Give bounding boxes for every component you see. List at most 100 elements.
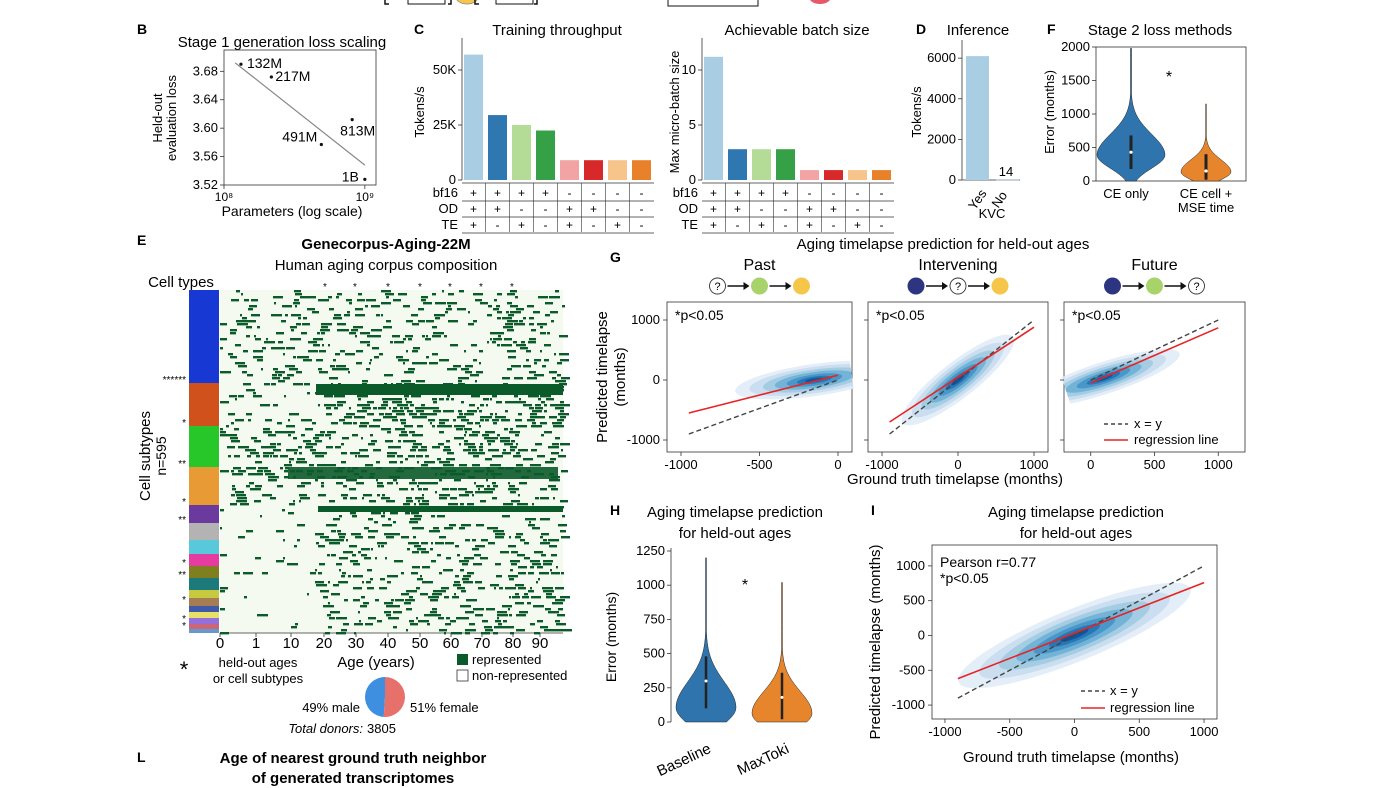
e-heat-cell (480, 416, 486, 419)
e-heat-cell (386, 614, 391, 617)
e-heat-cell (331, 530, 336, 533)
e-heat-cell (527, 305, 534, 308)
e-heat-cell (551, 488, 558, 491)
e-heat-cell (232, 473, 243, 476)
e-heat-cell (234, 455, 240, 458)
e-heat-cell (328, 296, 332, 299)
e-heat-cell (337, 404, 343, 407)
g-intervening-regression-line (889, 326, 1035, 423)
e-heat-cell (288, 512, 294, 515)
e-heat-cell (348, 371, 350, 374)
e-heat-cell (461, 368, 469, 371)
e-heat-cell (488, 443, 491, 446)
e-heat-cell (298, 446, 302, 449)
e-heat-cell (363, 494, 372, 497)
e-heat-cell (549, 371, 557, 374)
e-heat-cell (418, 308, 424, 311)
e-heat-cell (474, 554, 481, 557)
e-heat-cell (333, 584, 339, 587)
e-heat-cell (303, 359, 312, 362)
e-heat-cell (404, 602, 411, 605)
e-heat-cell (482, 434, 489, 437)
c2-bars-bar-6 (824, 170, 843, 180)
e-heat-cell (377, 482, 383, 485)
e-heat-cell (557, 374, 561, 377)
e-heat-cell (265, 419, 272, 422)
e-heat-cell (485, 431, 495, 434)
e-heat-cell (559, 335, 568, 338)
e-heat-cell (467, 410, 477, 413)
c-table-row-name-OD: OD (679, 201, 699, 216)
panel-f-cat-3: MSE time (1178, 200, 1234, 215)
e-heat-cell (420, 413, 430, 416)
e-heat-cell (454, 437, 464, 440)
g-past-p-value: *p<0.05 (675, 307, 724, 323)
panel-h-cat-2: MaxToki (735, 740, 792, 779)
b-fit-line (234, 62, 366, 166)
e-celltype-band-11 (189, 590, 219, 598)
e-heat-cell (362, 380, 368, 383)
g-intervening-xtick-label: 0 (954, 457, 961, 472)
e-xtick-label: 40 (380, 635, 397, 652)
e-xtick-label: 0 (216, 635, 224, 652)
e-heat-cell (412, 527, 415, 530)
e-heat-cell (281, 320, 286, 323)
e-heat-cell (387, 581, 391, 584)
e-heat-cell (264, 341, 275, 344)
e-heat-cell (385, 413, 392, 416)
i-identity-line (957, 565, 1205, 699)
e-heat-cell (285, 365, 295, 368)
e-heat-cell (275, 371, 285, 374)
e-heat-cell (389, 461, 397, 464)
e-heat-cell (516, 308, 524, 311)
e-heat-cell (556, 566, 558, 569)
e-heat-cell (511, 440, 515, 443)
e-heat-cell (384, 602, 393, 605)
e-heat-cell (390, 512, 398, 515)
e-heat-cell (429, 530, 440, 533)
e-heat-cell (401, 431, 407, 434)
donor-pie-female-slice (383, 676, 406, 717)
e-heat-cell (368, 518, 373, 521)
e-heat-cell (557, 419, 564, 422)
e-heat-cell (552, 422, 562, 425)
e-heat-cell (457, 587, 465, 590)
e-heat-cell (283, 557, 285, 560)
e-heat-cell (393, 299, 401, 302)
e-heat-cell (263, 428, 270, 431)
e-heat-cell (378, 407, 386, 410)
e-heat-cell (562, 305, 565, 308)
e-heat-cell (478, 452, 485, 455)
e-heat-cell (246, 485, 250, 488)
e-heat-cell (464, 434, 466, 437)
e-heat-cell (302, 323, 310, 326)
e-celltype-band-14 (189, 612, 219, 618)
e-heat-cell (459, 290, 464, 293)
e-heat-cell (456, 617, 461, 620)
e-heat-cell (550, 404, 561, 407)
e-heat-cell (510, 290, 517, 293)
e-heat-cell (392, 533, 400, 536)
e-heat-cell (445, 311, 448, 314)
e-heat-cell (257, 470, 263, 473)
e-heat-cell (353, 326, 363, 329)
e-heat-cell (371, 305, 380, 308)
e-heat-cell (465, 431, 467, 434)
panel-h-ylabel: Error (months) (603, 592, 619, 682)
e-heat-cell (331, 404, 336, 407)
e-heat-cell (247, 374, 253, 377)
e-heat-cell (398, 359, 409, 362)
e-heat-cell (531, 329, 536, 332)
e-heat-cell (341, 461, 346, 464)
e-heat-cell (228, 353, 233, 356)
e-heat-cell (479, 362, 481, 365)
e-heat-cell (333, 359, 336, 362)
e-heat-cell (301, 419, 312, 422)
c-table-mark: - (784, 202, 788, 216)
e-heat-cell (226, 425, 229, 428)
c-table-mark: - (760, 202, 764, 216)
g-past-title: Past (743, 257, 776, 274)
e-heat-cell (496, 575, 502, 578)
e-heat-cell (524, 593, 528, 596)
